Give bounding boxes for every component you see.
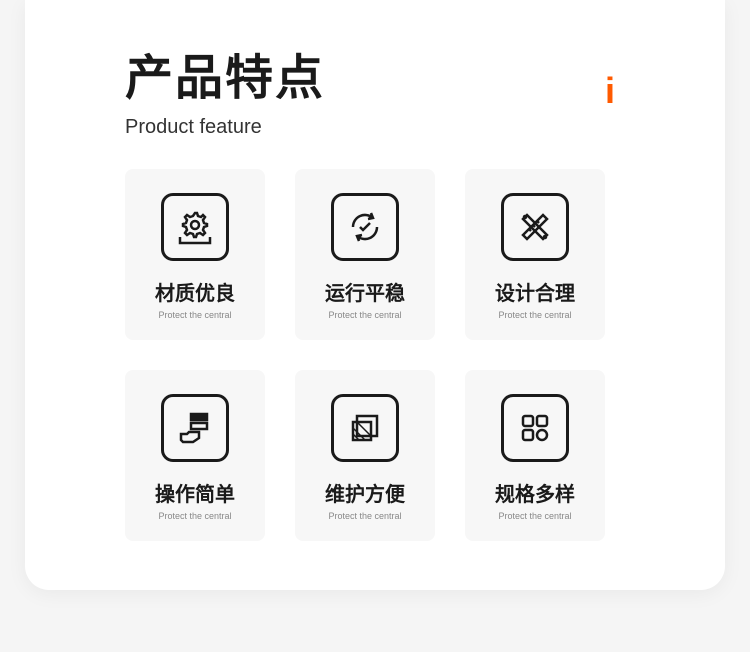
title-english: Product feature (125, 116, 665, 139)
ruler-pencil-icon (501, 193, 569, 261)
feature-card: 设计合理 Protect the central (465, 169, 605, 340)
card-title: 材质优良 (155, 277, 235, 306)
feature-card: 运行平稳 Protect the central (295, 169, 435, 340)
card-subtitle: Protect the central (328, 511, 401, 521)
feature-card: 维护方便 Protect the central (295, 370, 435, 541)
feature-grid: 材质优良 Protect the central 运行平稳 Protect th… (125, 169, 605, 541)
feature-card: 规格多样 Protect the central (465, 370, 605, 541)
card-title: 运行平稳 (325, 277, 405, 306)
gear-tray-icon (161, 193, 229, 261)
card-subtitle: Protect the central (328, 310, 401, 320)
feature-card: 操作简单 Protect the central (125, 370, 265, 541)
accent-letter: i (605, 70, 615, 112)
card-title: 设计合理 (495, 277, 575, 306)
card-subtitle: Protect the central (498, 511, 571, 521)
card-title: 规格多样 (495, 478, 575, 507)
card-subtitle: Protect the central (158, 511, 231, 521)
card-title: 操作简单 (155, 478, 235, 507)
title-chinese: 产品特点 (125, 50, 665, 108)
card-subtitle: Protect the central (498, 310, 571, 320)
header: 产品特点 Product feature i (125, 50, 665, 139)
layers-icon (331, 394, 399, 462)
feature-card: 材质优良 Protect the central (125, 169, 265, 340)
hand-list-icon (161, 394, 229, 462)
card-title: 维护方便 (325, 478, 405, 507)
card-subtitle: Protect the central (158, 310, 231, 320)
content-card: 产品特点 Product feature i 材质优良 Protect the … (25, 0, 725, 590)
refresh-check-icon (331, 193, 399, 261)
grid-squares-icon (501, 394, 569, 462)
